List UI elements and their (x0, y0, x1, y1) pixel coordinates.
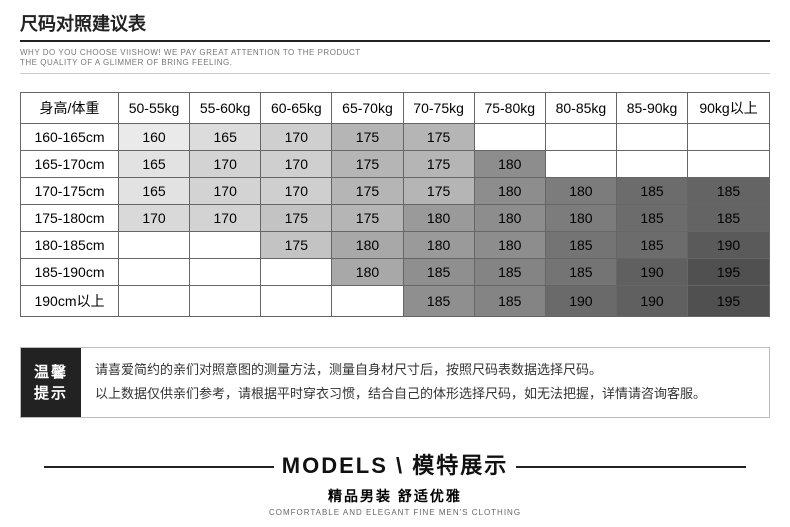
models-sub-cn: 精品男装 舒适优雅 (20, 486, 770, 506)
table-cell (261, 258, 332, 285)
table-cell: 175 (332, 150, 403, 177)
page-title: 尺码对照建议表 (20, 10, 770, 36)
table-col-header: 60-65kg (261, 92, 332, 123)
divider-line (44, 466, 274, 468)
table-cell: 180 (474, 231, 545, 258)
table-row-header: 175-180cm (21, 204, 119, 231)
table-cell (616, 123, 687, 150)
table-cell: 170 (261, 177, 332, 204)
table-cell: 180 (332, 231, 403, 258)
header-subtitle: WHY DO YOU CHOOSE VIISHOW! WE PAY GREAT … (20, 48, 770, 74)
table-cell (118, 231, 189, 258)
table-cell: 185 (545, 258, 616, 285)
table-cell: 175 (261, 231, 332, 258)
table-col-header: 55-60kg (190, 92, 261, 123)
table-cell: 175 (403, 177, 474, 204)
table-col-header: 50-55kg (118, 92, 189, 123)
table-corner: 身高/体重 (21, 92, 119, 123)
table-cell (190, 285, 261, 316)
table-cell: 170 (118, 204, 189, 231)
divider-line (516, 466, 746, 468)
table-cell (688, 123, 770, 150)
table-cell (332, 285, 403, 316)
table-cell: 170 (261, 150, 332, 177)
table-cell: 175 (332, 177, 403, 204)
table-cell: 170 (190, 177, 261, 204)
table-cell: 185 (688, 177, 770, 204)
table-cell: 185 (616, 231, 687, 258)
table-cell: 190 (616, 285, 687, 316)
table-cell: 185 (474, 258, 545, 285)
table-cell (688, 150, 770, 177)
tip-box: 温馨 提示 请喜爱简约的亲们对照意图的测量方法，测量自身材尺寸后，按照尺码表数据… (20, 347, 770, 418)
models-sub-en: COMFORTABLE AND ELEGANT FINE MEN'S CLOTH… (20, 508, 770, 517)
table-cell: 180 (545, 204, 616, 231)
table-cell (474, 123, 545, 150)
table-cell: 195 (688, 258, 770, 285)
table-cell: 185 (616, 177, 687, 204)
table-cell: 185 (688, 204, 770, 231)
table-cell: 190 (616, 258, 687, 285)
table-cell (545, 150, 616, 177)
table-cell: 185 (403, 258, 474, 285)
table-cell: 170 (190, 204, 261, 231)
table-row-header: 180-185cm (21, 231, 119, 258)
table-cell: 165 (118, 177, 189, 204)
tip-label: 温馨 提示 (21, 348, 81, 417)
table-row-header: 185-190cm (21, 258, 119, 285)
table-cell (616, 150, 687, 177)
table-cell: 180 (545, 177, 616, 204)
table-cell: 175 (332, 204, 403, 231)
table-cell (190, 258, 261, 285)
table-cell: 170 (190, 150, 261, 177)
table-col-header: 75-80kg (474, 92, 545, 123)
table-cell: 165 (190, 123, 261, 150)
header-title-row: 尺码对照建议表 (20, 10, 770, 42)
table-cell: 170 (261, 123, 332, 150)
table-row-header: 165-170cm (21, 150, 119, 177)
table-col-header: 70-75kg (403, 92, 474, 123)
table-row-header: 160-165cm (21, 123, 119, 150)
table-cell: 195 (688, 285, 770, 316)
table-col-header: 80-85kg (545, 92, 616, 123)
table-row-header: 170-175cm (21, 177, 119, 204)
table-cell (545, 123, 616, 150)
table-cell: 190 (545, 285, 616, 316)
table-cell: 165 (118, 150, 189, 177)
table-cell: 175 (332, 123, 403, 150)
table-cell: 180 (403, 231, 474, 258)
table-col-header: 90kg以上 (688, 92, 770, 123)
table-cell: 180 (403, 204, 474, 231)
table-cell: 190 (688, 231, 770, 258)
table-col-header: 65-70kg (332, 92, 403, 123)
table-col-header: 85-90kg (616, 92, 687, 123)
table-cell: 185 (474, 285, 545, 316)
table-cell: 180 (474, 177, 545, 204)
table-cell: 180 (474, 150, 545, 177)
table-cell: 185 (545, 231, 616, 258)
models-heading: MODELS \ 模特展示 (20, 448, 770, 480)
table-cell: 180 (332, 258, 403, 285)
table-cell: 160 (118, 123, 189, 150)
table-cell: 185 (403, 285, 474, 316)
table-cell: 175 (403, 150, 474, 177)
table-cell (190, 231, 261, 258)
table-cell: 175 (403, 123, 474, 150)
table-cell: 175 (261, 204, 332, 231)
table-cell (261, 285, 332, 316)
table-cell: 180 (474, 204, 545, 231)
table-cell (118, 285, 189, 316)
tip-content: 请喜爱简约的亲们对照意图的测量方法，测量自身材尺寸后，按照尺码表数据选择尺码。 … (81, 348, 769, 417)
table-cell: 185 (616, 204, 687, 231)
table-row-header: 190cm以上 (21, 285, 119, 316)
table-cell (118, 258, 189, 285)
size-table: 身高/体重50-55kg55-60kg60-65kg65-70kg70-75kg… (20, 92, 770, 317)
